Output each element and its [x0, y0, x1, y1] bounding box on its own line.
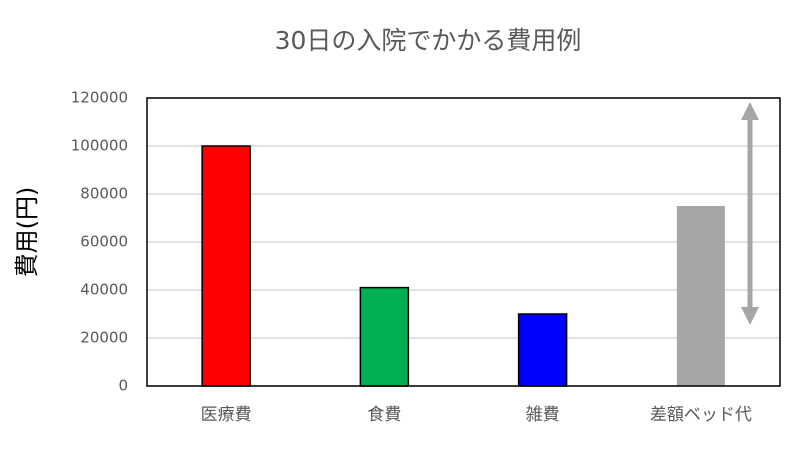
x-tick-label: 食費: [367, 405, 401, 425]
y-tick-label: 100000: [71, 137, 128, 155]
plot-border: [146, 97, 781, 387]
range-arrow: [741, 102, 759, 325]
bar: [359, 286, 410, 387]
y-axis-label: 費用(円): [13, 187, 41, 278]
bar: [517, 313, 568, 387]
x-tick-label: 医療費: [201, 405, 252, 425]
y-tick-label: 20000: [80, 329, 128, 347]
y-tick-label: 60000: [80, 233, 128, 251]
y-tick-label: 80000: [80, 185, 128, 203]
bar: [676, 206, 725, 386]
chart-title: 30日の入院でかかる費用例: [275, 26, 582, 55]
y-tick-label: 40000: [80, 281, 128, 299]
y-tick-label: 0: [118, 377, 128, 395]
x-tick-label: 差額ベッド代: [650, 405, 752, 425]
bar: [201, 145, 251, 387]
x-tick-label: 雑費: [526, 405, 560, 425]
y-tick-label: 120000: [71, 89, 128, 107]
